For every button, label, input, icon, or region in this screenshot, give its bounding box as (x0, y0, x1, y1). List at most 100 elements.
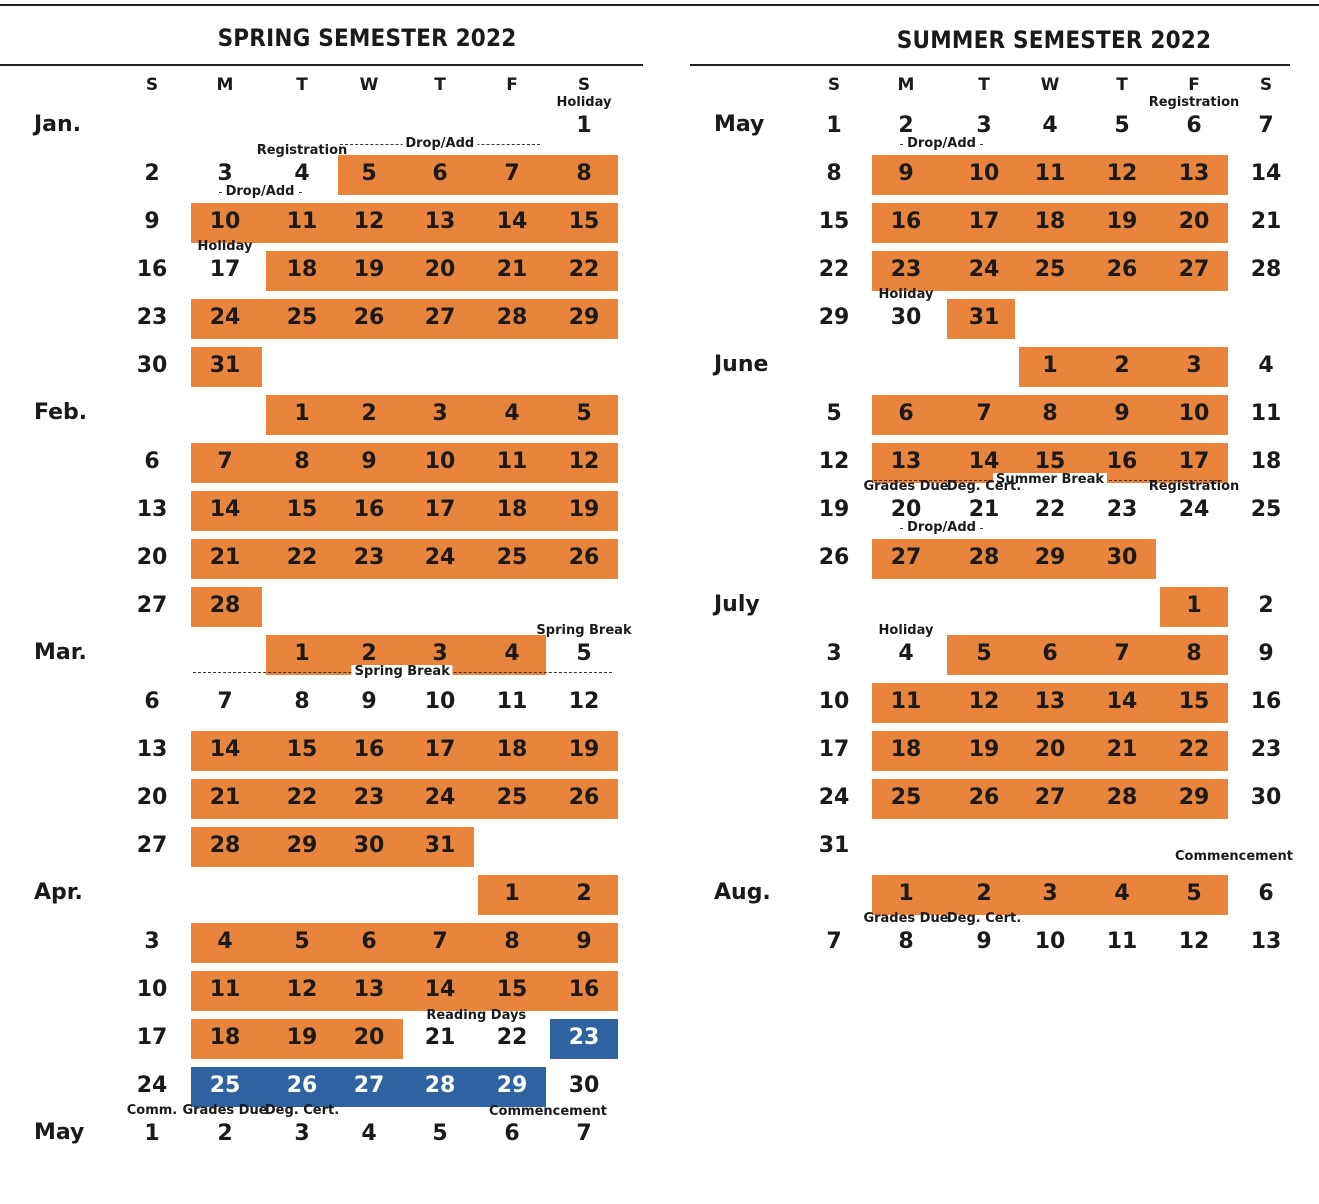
summer-date-cell: 29 (1034, 545, 1066, 570)
spring-date-cell: 23 (136, 305, 168, 330)
summer-date-cell: 6 (1258, 881, 1274, 906)
spring-highlight-bar (190, 587, 262, 627)
summer-date-cell: 6 (898, 401, 914, 426)
spring-date-cell: 24 (424, 785, 456, 810)
spring-date-cell: 8 (294, 449, 310, 474)
summer-annotation: Registration (1148, 95, 1240, 110)
spring-annotation: Spring Break (351, 665, 453, 679)
spring-date-cell: 24 (424, 545, 456, 570)
summer-highlight-bar (872, 779, 1228, 819)
spring-date-cell: 23 (353, 785, 385, 810)
spring-date-cell: 12 (286, 977, 318, 1002)
summer-date-cell: 24 (1178, 497, 1210, 522)
summer-date-cell: 31 (818, 833, 850, 858)
spring-date-cell: 29 (496, 1073, 528, 1098)
summer-annotation: Drop/Add (904, 137, 979, 151)
top-rule (0, 4, 1319, 6)
summer-date-cell: 8 (826, 161, 842, 186)
summer-date-cell: 5 (976, 641, 992, 666)
summer-date-cell: 2 (898, 113, 914, 138)
summer-date-cell: 7 (1258, 113, 1274, 138)
spring-date-cell: 22 (286, 545, 318, 570)
summer-date-cell: 2 (1114, 353, 1130, 378)
summer-date-cell: 13 (1178, 161, 1210, 186)
spring-annotation: Holiday (556, 95, 612, 110)
summer-date-cell: 19 (968, 737, 1000, 762)
summer-date-cell: 22 (1034, 497, 1066, 522)
spring-date-cell: 11 (496, 449, 528, 474)
spring-date-cell: 1 (504, 881, 520, 906)
spring-date-cell: 7 (217, 689, 233, 714)
spring-date-cell: 8 (576, 161, 592, 186)
summer-date-cell: 30 (890, 305, 922, 330)
spring-date-cell: 23 (353, 545, 385, 570)
summer-date-cell: 30 (1250, 785, 1282, 810)
summer-date-cell: 5 (1114, 113, 1130, 138)
summer-date-cell: 3 (1186, 353, 1202, 378)
spring-date-cell: 18 (496, 737, 528, 762)
spring-day-header: M (216, 75, 234, 95)
summer-day-header: M (897, 75, 915, 95)
spring-date-cell: 2 (576, 881, 592, 906)
summer-date-cell: 8 (898, 929, 914, 954)
summer-day-header: S (1259, 75, 1273, 95)
summer-date-cell: 20 (1034, 737, 1066, 762)
spring-highlight-bar (190, 299, 618, 339)
spring-date-cell: 21 (209, 785, 241, 810)
spring-date-cell: 6 (432, 161, 448, 186)
spring-date-cell: 4 (361, 1121, 377, 1146)
summer-date-cell: 26 (968, 785, 1000, 810)
spring-date-cell: 2 (361, 641, 377, 666)
summer-date-cell: 9 (1258, 641, 1274, 666)
summer-date-cell: 25 (890, 785, 922, 810)
summer-date-cell: 14 (968, 449, 1000, 474)
spring-date-cell: 8 (294, 689, 310, 714)
summer-annotation: Drop/Add (904, 521, 979, 535)
summer-annotation: Grades Due (863, 911, 949, 926)
summer-date-cell: 22 (1178, 737, 1210, 762)
summer-date-cell: 17 (818, 737, 850, 762)
spring-day-header: S (145, 75, 159, 95)
summer-date-cell: 23 (1106, 497, 1138, 522)
summer-date-cell: 1 (898, 881, 914, 906)
summer-annotation: Holiday (878, 287, 934, 302)
spring-annotation: Spring Break (536, 623, 632, 638)
spring-date-cell: 18 (496, 497, 528, 522)
spring-date-cell: 25 (496, 785, 528, 810)
spring-date-cell: 10 (424, 449, 456, 474)
summer-date-cell: 20 (890, 497, 922, 522)
summer-highlight-bar (872, 539, 1156, 579)
spring-date-cell: 11 (209, 977, 241, 1002)
spring-highlight-bar (190, 779, 618, 819)
spring-date-cell: 16 (136, 257, 168, 282)
summer-date-cell: 14 (1106, 689, 1138, 714)
summer-date-cell: 13 (1250, 929, 1282, 954)
summer-date-cell: 10 (968, 161, 1000, 186)
summer-date-cell: 27 (1034, 785, 1066, 810)
summer-date-cell: 21 (1106, 737, 1138, 762)
spring-annotation: Drop/Add (222, 185, 298, 199)
spring-date-cell: 1 (294, 401, 310, 426)
spring-date-cell: 18 (209, 1025, 241, 1050)
spring-date-cell: 7 (217, 449, 233, 474)
spring-highlight-bar (190, 827, 474, 867)
summer-date-cell: 13 (890, 449, 922, 474)
summer-date-cell: 29 (1178, 785, 1210, 810)
spring-date-cell: 2 (361, 401, 377, 426)
spring-date-cell: 27 (136, 593, 168, 618)
spring-date-cell: 15 (568, 209, 600, 234)
summer-date-cell: 11 (1034, 161, 1066, 186)
spring-highlight-bar (337, 155, 618, 195)
summer-date-cell: 16 (1106, 449, 1138, 474)
spring-day-header: T (296, 75, 308, 95)
summer-date-cell: 11 (1106, 929, 1138, 954)
summer-date-cell: 15 (818, 209, 850, 234)
summer-date-cell: 24 (818, 785, 850, 810)
summer-annotation: Summer Break (992, 473, 1108, 487)
summer-date-cell: 16 (890, 209, 922, 234)
spring-date-cell: 23 (568, 1025, 600, 1050)
summer-date-cell: 10 (818, 689, 850, 714)
spring-date-cell: 16 (353, 737, 385, 762)
spring-day-header: S (577, 75, 591, 95)
summer-date-cell: 9 (1114, 401, 1130, 426)
